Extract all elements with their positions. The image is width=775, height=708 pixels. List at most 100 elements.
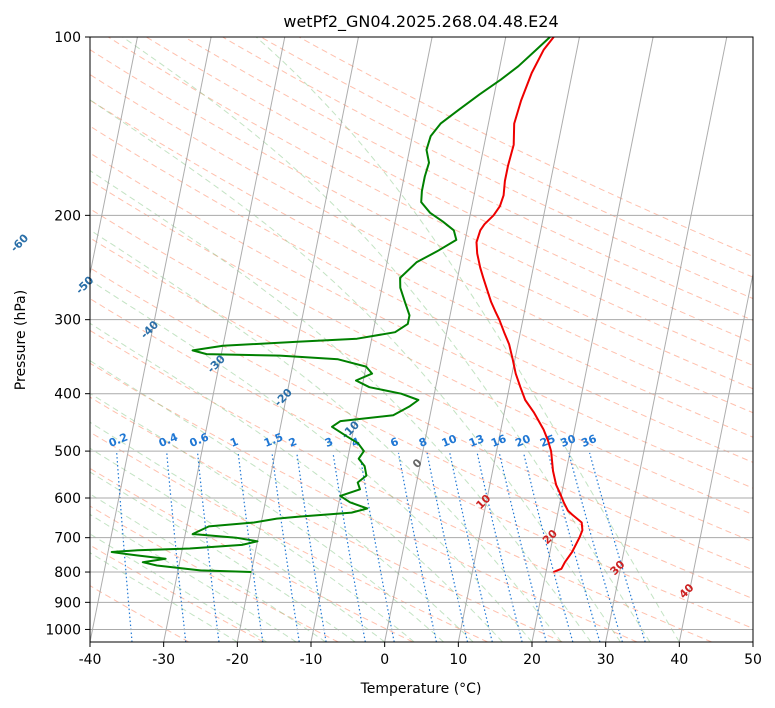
dry-adiabat-line [90, 237, 753, 571]
y-tick-label: 600 [54, 491, 81, 507]
x-axis: -40 -30 -20 -10 0 10 20 30 40 50 [79, 642, 762, 668]
dry-adiabat-line [146, 37, 753, 344]
dry-adiabat-line [90, 467, 414, 642]
mixing-ratio-label: 6 [388, 435, 400, 450]
y-axis: 100 200 300 400 500 600 700 800 900 1000 [45, 30, 90, 638]
mixing-ratio-line [70, 453, 82, 642]
isotherm-label: 10 [473, 492, 493, 512]
moist-adiabat-line [90, 360, 474, 642]
isotherm-label: -30 [205, 352, 228, 375]
dry-adiabat-line [90, 74, 753, 414]
isotherm-line [752, 639, 753, 642]
mixing-ratio-line [359, 452, 395, 642]
x-tick-label: -30 [152, 652, 175, 668]
moist-adiabat-line [90, 533, 268, 642]
y-tick-label: 800 [54, 565, 81, 581]
mixing-ratio-label: 10 [440, 432, 459, 450]
pressure-gridlines [90, 37, 753, 630]
dry-adiabat-line [260, 37, 753, 278]
x-tick-label: 40 [670, 652, 688, 668]
mixing-ratio-label: 0.2 [107, 431, 130, 450]
mixing-ratio-label: 1 [228, 435, 240, 450]
isotherm-label: 0 [410, 456, 425, 471]
dry-adiabat-line [90, 505, 339, 642]
isotherm-line [310, 37, 433, 642]
moist-adiabat-line [122, 37, 651, 642]
mixing-ratio-line [449, 452, 493, 642]
mixing-ratio-line [568, 452, 623, 642]
isotherm-label: -20 [272, 386, 295, 409]
isotherm-line [0, 37, 64, 642]
moist-adiabat-line [90, 447, 385, 642]
isotherm-line [90, 37, 212, 642]
dry-adiabat-line [90, 152, 753, 489]
mixing-ratio-line [296, 452, 327, 642]
y-axis-title: Pressure (hPa) [13, 290, 29, 390]
y-tick-label: 300 [54, 313, 81, 329]
dry-adiabat-line [90, 99, 753, 438]
moist-adiabat-line [90, 169, 592, 642]
mixing-ratio-line [476, 452, 523, 642]
isotherm-label: -50 [73, 273, 96, 296]
mixing-ratio-line [589, 452, 646, 642]
dry-adiabat-line [90, 362, 638, 642]
isotherm-label: 30 [608, 558, 628, 578]
y-tick-label: 100 [54, 30, 81, 46]
y-tick-label: 400 [54, 387, 81, 403]
skewt-background-lines [0, 37, 753, 642]
chart-title: wetPf2_GN04.2025.268.04.48.E24 [283, 12, 558, 32]
y-tick-label: 500 [54, 444, 81, 460]
mixing-ratio-label: 8 [417, 435, 429, 450]
dewpoint-profile-line [110, 37, 551, 573]
dry-adiabat-line [90, 396, 563, 642]
sounding-series [110, 37, 584, 573]
x-tick-label: 20 [523, 652, 541, 668]
moist-adiabat-line [90, 279, 533, 642]
x-tick-label: 50 [744, 652, 762, 668]
x-axis-title: Temperature (°C) [360, 681, 482, 697]
moist-adiabat-line [255, 37, 680, 642]
moist-adiabat-line [90, 392, 444, 642]
x-tick-label: 0 [380, 652, 389, 668]
x-tick-label: -10 [300, 652, 323, 668]
dry-adiabat-line [184, 37, 753, 321]
mixing-ratio-label: 0.6 [188, 430, 211, 449]
dry-adiabat-line [90, 208, 753, 543]
dry-adiabat-line [222, 37, 753, 300]
isotherm-line [163, 37, 286, 642]
mixing-ratio-line [426, 452, 469, 642]
mixing-ratio-label: 3 [323, 435, 335, 450]
mixing-ratio-line [498, 452, 547, 642]
mixing-ratio-label: 13 [467, 432, 486, 450]
dry-adiabat-line [90, 125, 753, 463]
y-tick-label: 200 [54, 208, 81, 224]
mixing-ratio-label: 20 [513, 432, 532, 450]
mixing-ratio-line [397, 452, 437, 642]
mixing-ratio-label: 2 [287, 435, 299, 450]
isotherm-line [457, 37, 580, 642]
x-tick-label: 30 [597, 652, 615, 668]
mixing-ratio-label: 36 [579, 432, 598, 450]
isotherm-label: -60 [8, 231, 31, 254]
dry-adiabat-line [90, 49, 753, 390]
isotherm-line [678, 271, 753, 642]
dry-adiabat-line [90, 267, 753, 600]
dry-adiabat-line [298, 37, 753, 257]
isotherm-line [384, 37, 507, 642]
plot-frame [89, 36, 754, 643]
moist-adiabat-line [90, 322, 503, 642]
x-tick-label: 10 [449, 652, 467, 668]
dry-adiabat-line [107, 37, 753, 366]
temperature-profile-line [475, 37, 584, 573]
moist-adiabat-line [90, 471, 356, 642]
mixing-ratio-line [116, 452, 133, 642]
y-tick-label: 1000 [45, 622, 81, 638]
mixing-ratio-line [547, 452, 601, 642]
mixing-ratio-label: 16 [489, 432, 508, 450]
y-tick-label: 700 [54, 531, 81, 547]
isotherm-line [90, 37, 138, 277]
moist-adiabat-line [90, 493, 326, 642]
moist-adiabat-line [90, 99, 621, 642]
